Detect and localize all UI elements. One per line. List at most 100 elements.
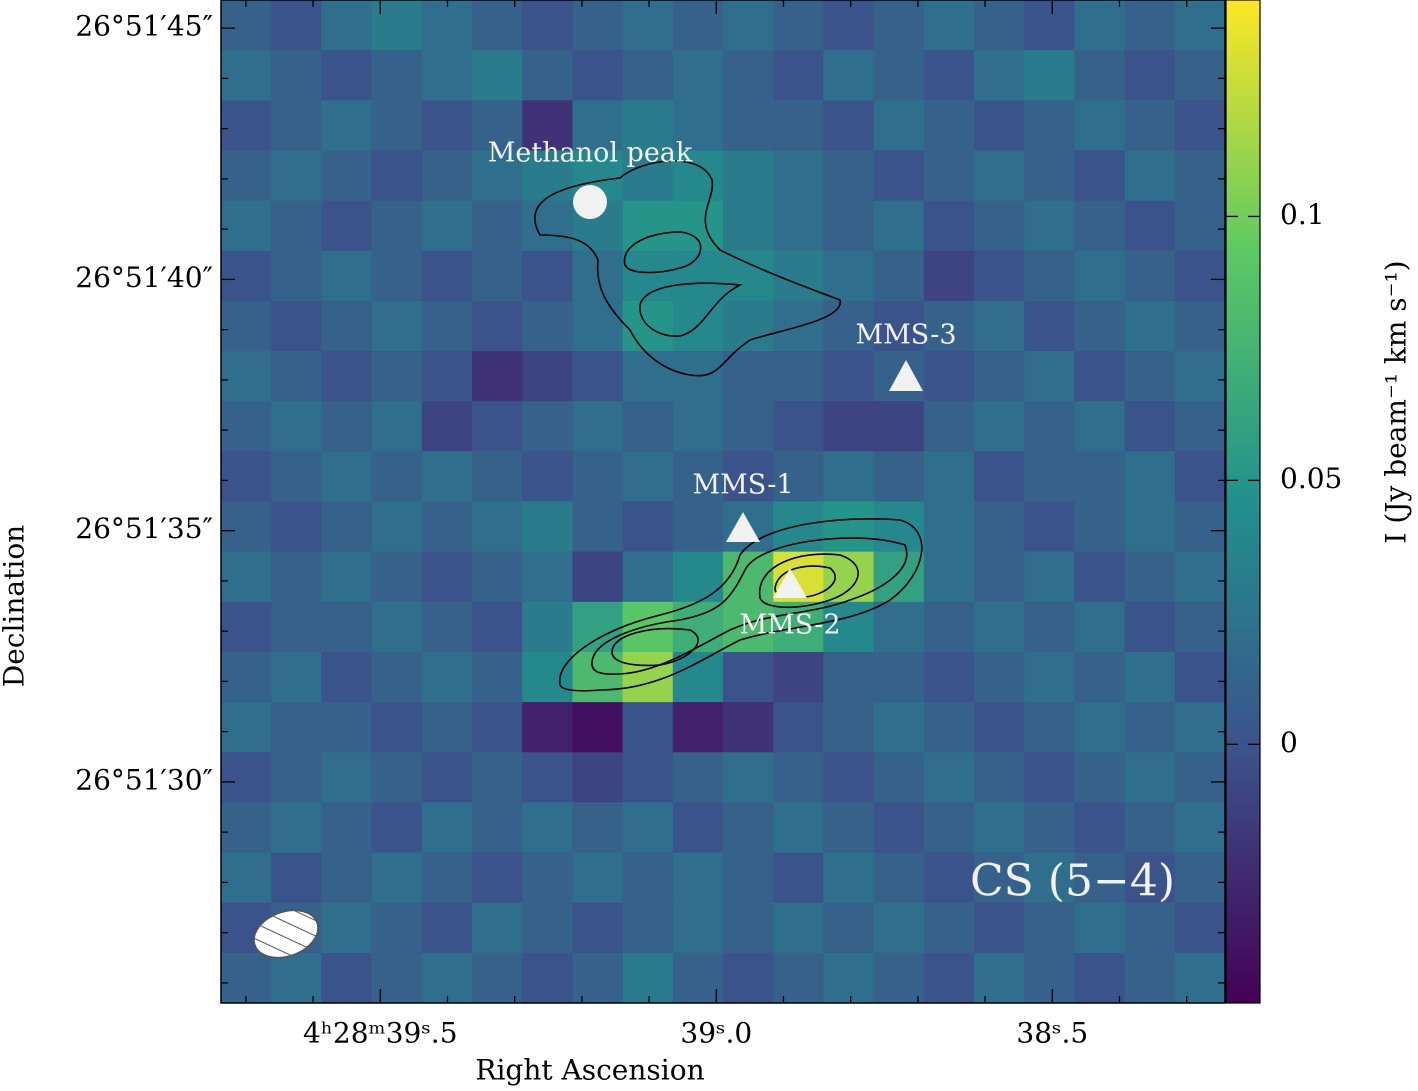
cell <box>873 501 925 553</box>
cell <box>371 351 423 402</box>
cell <box>421 551 473 603</box>
cell <box>974 651 1025 703</box>
cell <box>221 501 272 553</box>
cell <box>873 952 925 1003</box>
cell <box>873 250 925 302</box>
cell <box>421 601 473 653</box>
cell <box>1124 0 1176 51</box>
cell <box>271 150 322 202</box>
cell <box>522 351 573 402</box>
cell <box>773 752 824 803</box>
cell <box>522 752 573 803</box>
cell <box>773 401 824 452</box>
cell <box>271 250 322 302</box>
methanol-marker <box>573 185 607 219</box>
cell <box>672 902 724 954</box>
cell <box>1074 952 1126 1003</box>
cell <box>773 852 824 904</box>
cell <box>221 952 272 1003</box>
cell <box>1074 100 1126 152</box>
cell <box>271 752 322 803</box>
cell <box>823 300 875 352</box>
cell <box>672 0 724 51</box>
cell <box>572 651 624 703</box>
cell <box>1024 852 1075 904</box>
cell <box>873 451 925 503</box>
cell <box>1074 200 1126 252</box>
cell <box>773 50 824 101</box>
mms1-marker <box>726 512 760 542</box>
cell <box>823 852 875 904</box>
cell <box>221 852 272 904</box>
cell <box>572 802 624 854</box>
cell <box>1174 852 1225 904</box>
cell <box>974 50 1025 101</box>
cell <box>1124 752 1176 803</box>
cell <box>723 401 774 452</box>
cell <box>923 802 975 854</box>
cell <box>773 451 824 503</box>
cell <box>923 351 975 402</box>
cell <box>1124 501 1176 553</box>
cell <box>221 451 272 503</box>
cell <box>672 601 724 653</box>
cell <box>522 250 573 302</box>
cell <box>572 0 624 51</box>
cell <box>371 952 423 1003</box>
cell <box>672 952 724 1003</box>
cell <box>923 852 975 904</box>
cell <box>321 0 373 51</box>
cell <box>773 702 824 753</box>
image <box>221 0 1225 1003</box>
cell <box>622 351 674 402</box>
cell <box>221 351 272 402</box>
cell <box>873 601 925 653</box>
cell <box>271 952 322 1003</box>
cell <box>321 50 373 101</box>
cell <box>371 802 423 854</box>
cell <box>622 802 674 854</box>
cell <box>522 551 573 603</box>
cell <box>923 702 975 753</box>
cell <box>271 451 322 503</box>
cell <box>873 902 925 954</box>
cell <box>472 300 523 352</box>
cell <box>873 100 925 152</box>
cell <box>923 50 975 101</box>
cell <box>672 100 724 152</box>
cell <box>472 952 523 1003</box>
cell <box>221 752 272 803</box>
cell <box>622 150 674 202</box>
cell <box>421 300 473 352</box>
cell <box>873 702 925 753</box>
cell <box>1124 200 1176 252</box>
cell <box>1174 351 1225 402</box>
cell <box>321 401 373 452</box>
cell <box>1174 651 1225 703</box>
cell <box>1024 401 1075 452</box>
cell <box>421 651 473 703</box>
cell <box>472 50 523 101</box>
x-tick-label: 38ˢ.5 <box>1016 1017 1088 1050</box>
cell <box>873 50 925 101</box>
beam <box>253 909 319 959</box>
cell <box>1024 250 1075 302</box>
contour <box>758 553 859 609</box>
contour <box>623 231 702 274</box>
cell <box>723 150 774 202</box>
cell <box>974 952 1025 1003</box>
cell <box>1024 300 1075 352</box>
y-tick-label: 26°51′35″ <box>75 512 213 545</box>
cell <box>823 351 875 402</box>
cell <box>371 551 423 603</box>
cell <box>271 401 322 452</box>
cell <box>321 501 373 553</box>
mms2-marker <box>773 568 807 598</box>
cell <box>622 250 674 302</box>
cell <box>371 401 423 452</box>
cell <box>1174 952 1225 1003</box>
cell <box>923 601 975 653</box>
cell <box>321 852 373 904</box>
cell <box>974 802 1025 854</box>
